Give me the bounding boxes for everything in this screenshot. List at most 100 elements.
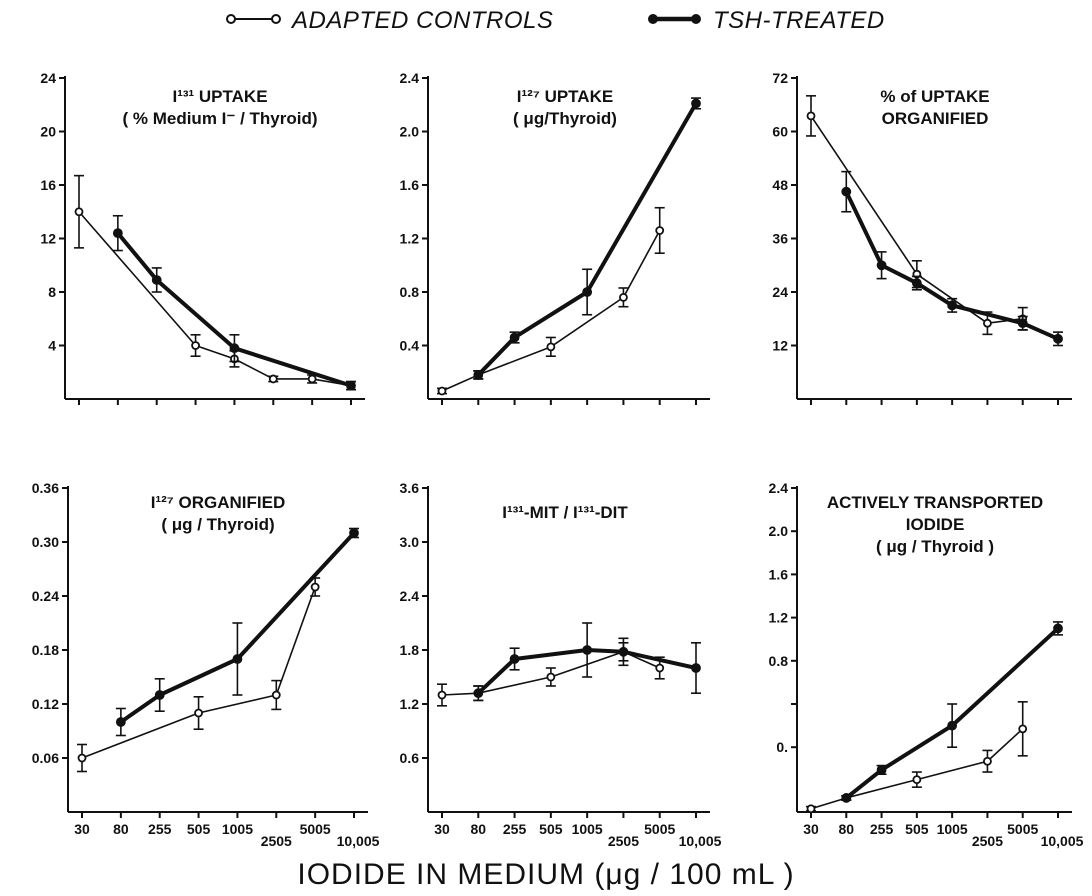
panel-2: 0.4 0.8 1.2 1.6 2.0 2.4 I¹²⁷ UPTAKE ( μg/Thyroi… (400, 70, 710, 405)
data-point (546, 342, 556, 352)
series-line (844, 190, 1059, 341)
x-tick-label: 2505 (261, 833, 292, 849)
panel-subtitle-2: ( μg / Thyroid ) (876, 537, 994, 556)
y-tick-label: 1.6 (400, 177, 420, 193)
data-point (841, 793, 852, 803)
x-tick-label: 5005 (644, 821, 675, 837)
y-tick-label: 0.24 (32, 588, 59, 604)
data-point (271, 690, 281, 700)
panel-1: 4 8 12 16 20 24 I¹³¹ UPTAKE ( % Medium I⁻ / Thy… (40, 70, 365, 405)
panel-4: 0.06 0.12 0.18 0.24 0.30 0.36 I¹²⁷ ORGANIFIED (… (32, 480, 368, 818)
y-tick-label: 0.4 (400, 338, 420, 354)
y-tick-label: 8 (48, 284, 56, 300)
data-point (437, 690, 447, 700)
series-tsh-treated (473, 97, 701, 380)
y-tick-label: 4 (48, 338, 56, 354)
series-tsh-treated (473, 622, 701, 702)
series-tsh-treated (115, 527, 359, 737)
series-line (78, 211, 352, 387)
y-tick-label: 36 (772, 231, 788, 247)
legend: ADAPTED CONTROLS TSH-TREATED (226, 7, 885, 34)
x-tick-label: 255 (870, 821, 894, 837)
panel-title: ACTIVELY TRANSPORTED (827, 493, 1043, 512)
data-point (618, 646, 629, 657)
panel-5: 0.6 1.2 1.8 2.4 3.0 3.6 I¹³¹-MIT / I¹³¹-DIT (400, 480, 710, 818)
x-tick-label: 255 (148, 821, 172, 837)
data-point (473, 370, 484, 380)
data-point (691, 663, 701, 673)
y-tick-label: 12 (772, 338, 788, 354)
x-tick-label: 10,005 (337, 833, 380, 849)
data-point (232, 654, 243, 664)
data-point (983, 756, 992, 766)
series-adapted-controls (437, 206, 665, 396)
y-tick-label: 24 (772, 284, 788, 300)
data-point (582, 645, 593, 655)
y-tick-label: 60 (772, 124, 788, 140)
x-tick-label: 2505 (608, 833, 639, 849)
panel-title: I¹³¹ UPTAKE (172, 87, 267, 106)
series-adapted-controls (74, 174, 356, 391)
series-line (810, 115, 1023, 325)
data-point (806, 111, 816, 121)
legend-tsh-label: TSH-TREATED (713, 7, 885, 34)
panel-3: 12 24 36 48 60 72 % of UPTAKE ORGANIFIED (772, 70, 1072, 405)
data-point (655, 663, 665, 673)
panel-title: I¹³¹-MIT / I¹³¹-DIT (502, 503, 628, 522)
y-tick-label: 0.30 (32, 534, 59, 550)
legend-controls-label: ADAPTED CONTROLS (290, 7, 553, 34)
series-tsh-treated (841, 170, 1063, 347)
y-tick-label: 16 (40, 177, 56, 193)
data-point (349, 528, 359, 538)
panel-subtitle: ( μg / Thyroid) (161, 515, 274, 534)
series-line (81, 586, 316, 759)
data-point (911, 278, 922, 288)
data-point (77, 753, 87, 763)
x-tick-label: 255 (503, 821, 527, 837)
y-tick-label: 20 (40, 124, 56, 140)
y-tick-label: 0.8 (769, 653, 789, 669)
data-point (619, 292, 628, 302)
x-tick-label: 80 (470, 821, 486, 837)
series-tsh-treated (112, 214, 356, 391)
data-point (509, 654, 520, 664)
x-tick-label: 5005 (1007, 821, 1038, 837)
x-tick-label: 5005 (300, 821, 331, 837)
x-tick-label: 2505 (972, 833, 1003, 849)
y-tick-label: 2.4 (769, 480, 789, 496)
x-tick-label: 30 (434, 821, 450, 837)
data-point (1053, 623, 1063, 634)
x-tick-label: 10,005 (1041, 833, 1084, 849)
y-tick-label: 2.0 (400, 124, 420, 140)
x-tick-label: 505 (539, 821, 563, 837)
data-point (1053, 333, 1063, 344)
x-tick-label: 10,005 (679, 833, 722, 849)
data-point (346, 380, 356, 391)
data-point (191, 341, 200, 350)
panel-6: 0. 0.8 1.2 1.6 2.0 2.4 ACTIVELY TRANSPORTED IOD… (769, 480, 1072, 818)
y-tick-label: 2.4 (400, 588, 420, 604)
y-tick-label: 0.12 (32, 696, 59, 712)
y-tick-label: 0.6 (400, 750, 420, 766)
x-tick-label: 505 (187, 821, 211, 837)
data-point (983, 318, 992, 328)
legend-controls-marker (226, 14, 281, 24)
y-tick-label: 0. (776, 739, 788, 755)
data-point (154, 690, 165, 700)
data-point (947, 720, 958, 731)
series-line (119, 531, 356, 724)
y-tick-label: 2.0 (769, 523, 789, 539)
series-line (116, 231, 352, 388)
x-tick-label: 30 (803, 821, 819, 837)
data-point (194, 708, 203, 718)
data-point (655, 226, 665, 235)
data-point (268, 374, 278, 384)
data-point (806, 804, 816, 814)
series-line (845, 626, 1060, 800)
y-tick-label: 12 (40, 231, 56, 247)
data-point (229, 343, 240, 354)
y-tick-label: 1.6 (769, 566, 789, 582)
data-point (912, 775, 922, 784)
data-point (509, 332, 520, 343)
